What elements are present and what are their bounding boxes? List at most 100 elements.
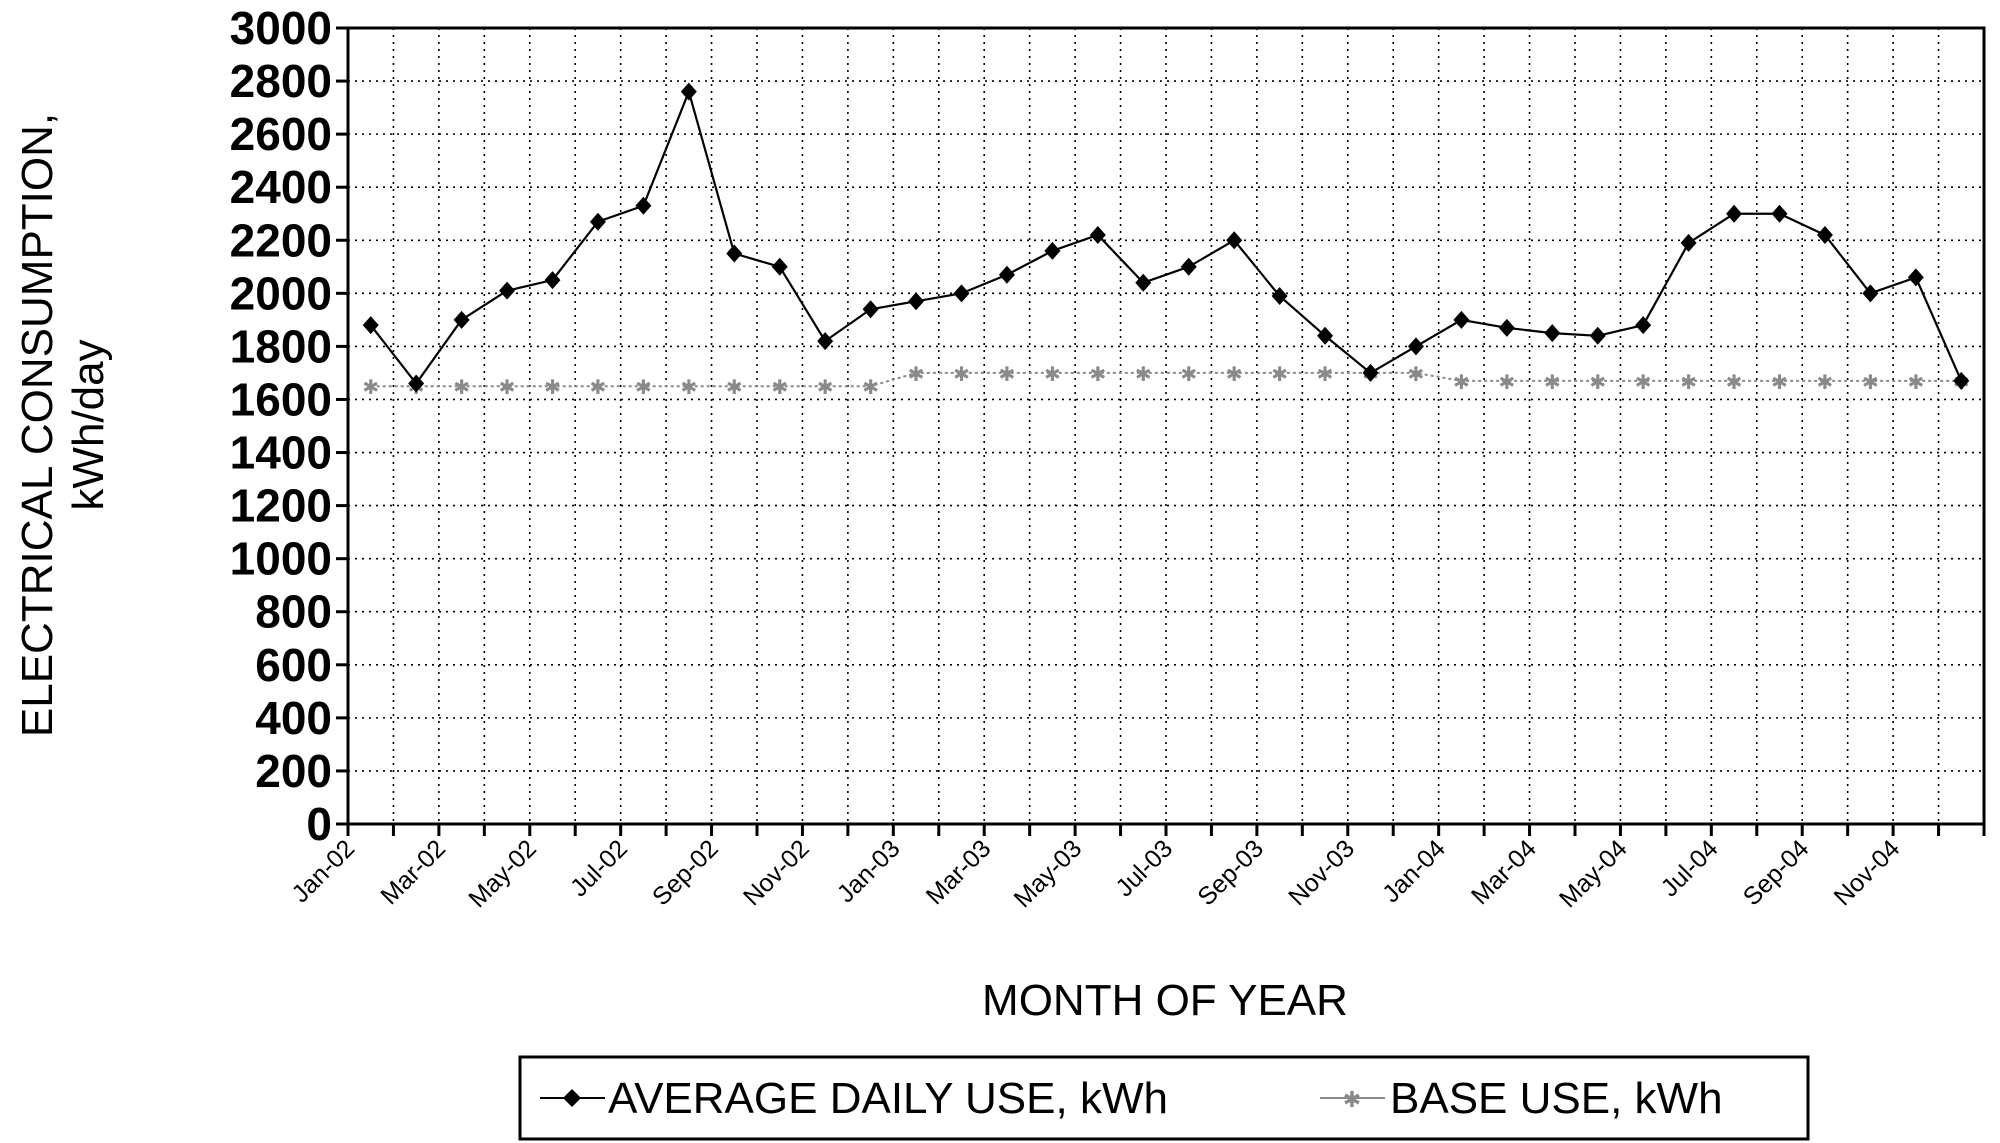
average-point: [1771, 204, 1788, 223]
average-point: [1089, 225, 1106, 244]
average-point: [1135, 273, 1152, 292]
base-point: ✱: [1907, 372, 1924, 394]
x-axis-label: MONTH OF YEAR: [982, 976, 1348, 1025]
x-tick-label: Jan-03: [832, 834, 906, 908]
average-point: [1317, 326, 1334, 345]
base-point: ✱: [1726, 372, 1743, 394]
y-tick-label: 1000: [230, 533, 332, 585]
average-point: [998, 265, 1015, 284]
y-tick-label: 2200: [230, 214, 332, 266]
base-point: ✱: [1044, 364, 1061, 386]
series-layer: ✱✱✱✱✱✱✱✱✱✱✱✱✱✱✱✱✱✱✱✱✱✱✱✱✱✱✱✱✱✱✱✱✱✱✱✱: [362, 82, 1970, 399]
base-point: ✱: [1635, 372, 1652, 394]
average-point: [771, 257, 788, 276]
y-tick-label: 1600: [230, 373, 332, 425]
x-tick-label: Nov-02: [738, 834, 815, 911]
base-point: ✱: [1317, 364, 1334, 386]
base-point: ✱: [680, 377, 697, 399]
y-tick-label: 1200: [230, 480, 332, 532]
x-tick-label: Jul-03: [1110, 834, 1178, 902]
average-point: [1544, 324, 1561, 343]
average-point: [1226, 231, 1243, 250]
average-point: [1862, 284, 1879, 303]
x-tick-label: Nov-04: [1829, 834, 1906, 911]
base-point: ✱: [635, 377, 652, 399]
base-point: ✱: [817, 377, 834, 399]
x-tick-label: May-04: [1554, 834, 1633, 913]
x-tick-label: Jul-04: [1656, 834, 1724, 902]
base-point: ✱: [1862, 372, 1879, 394]
base-point: ✱: [1589, 372, 1606, 394]
x-tick-label: Jan-04: [1377, 834, 1451, 908]
base-point: ✱: [908, 364, 925, 386]
x-tick-label: Mar-03: [921, 834, 997, 910]
average-point: [1407, 337, 1424, 356]
base-point: ✱: [590, 377, 607, 399]
average-point: [680, 82, 697, 101]
average-point: [1816, 225, 1833, 244]
base-point: ✱: [953, 364, 970, 386]
average-point: [817, 332, 834, 351]
average-point: [1680, 233, 1697, 252]
average-point: [1044, 241, 1061, 260]
x-tick-label: Mar-02: [375, 834, 451, 910]
y-tick-label: 2400: [230, 161, 332, 213]
base-point: ✱: [999, 364, 1016, 386]
base-point: ✱: [1089, 364, 1106, 386]
base-point: ✱: [1817, 372, 1834, 394]
x-axis-ticks: Jan-02 Mar-02 May-02 Jul-02 Sep-02 Nov-02 Jan-…: [286, 824, 1986, 913]
base-point: ✱: [1453, 372, 1470, 394]
y-tick-label: 0: [306, 798, 332, 850]
y-tick-label: 800: [255, 586, 332, 638]
average-point: [408, 374, 425, 393]
average-point: [1271, 286, 1288, 305]
x-tick-label: May-02: [463, 834, 542, 913]
grid-lines: [348, 28, 1984, 824]
average-point: [862, 300, 879, 319]
y-tick-label: 1400: [230, 427, 332, 479]
x-tick-label: Nov-03: [1283, 834, 1360, 911]
base-point: ✱: [1544, 372, 1561, 394]
y-tick-label: 2000: [230, 267, 332, 319]
average-point: [1635, 316, 1652, 335]
base-point: ✱: [1226, 364, 1243, 386]
base-point: ✱: [1135, 364, 1152, 386]
average-point: [1953, 371, 1970, 390]
average-daily-use-line: [369, 88, 1963, 386]
y-tick-label: 2600: [230, 108, 332, 160]
y-tick-label: 2800: [230, 55, 332, 107]
y-tick-label: 200: [255, 745, 332, 797]
base-point: ✱: [726, 377, 743, 399]
average-point: [908, 292, 925, 311]
average-point: [1180, 257, 1197, 276]
average-point: [362, 316, 379, 335]
average-point: [1726, 204, 1743, 223]
average-point: [1498, 318, 1515, 337]
x-tick-label: Sep-04: [1738, 834, 1815, 911]
y-tick-label: 600: [255, 639, 332, 691]
x-tick-label: Sep-02: [647, 834, 724, 911]
legend-box: [518, 1055, 1810, 1141]
base-point: ✱: [1771, 372, 1788, 394]
average-point: [1453, 310, 1470, 329]
y-tick-label: 1800: [230, 320, 332, 372]
base-point: ✱: [362, 377, 379, 399]
x-tick-label: Sep-03: [1192, 834, 1269, 911]
x-tick-label: May-03: [1009, 834, 1088, 913]
base-point: ✱: [499, 377, 516, 399]
average-point: [1589, 326, 1606, 345]
base-point: ✱: [1498, 372, 1515, 394]
average-point: [635, 196, 652, 215]
average-point: [499, 281, 516, 300]
base-use-line: [370, 371, 1962, 388]
legend-label-base: BASE USE, kWh: [1390, 1074, 1723, 1123]
average-point: [544, 271, 561, 290]
x-tick-label: Jul-02: [565, 834, 633, 902]
base-point: ✱: [1271, 364, 1288, 386]
base-point: ✱: [1180, 364, 1197, 386]
average-point: [453, 310, 470, 329]
y-axis-label-line1: ELECTRICAL CONSUMPTION,: [13, 113, 62, 737]
legend-diamond-icon: [563, 1089, 581, 1107]
x-tick-label: Mar-04: [1466, 834, 1542, 910]
